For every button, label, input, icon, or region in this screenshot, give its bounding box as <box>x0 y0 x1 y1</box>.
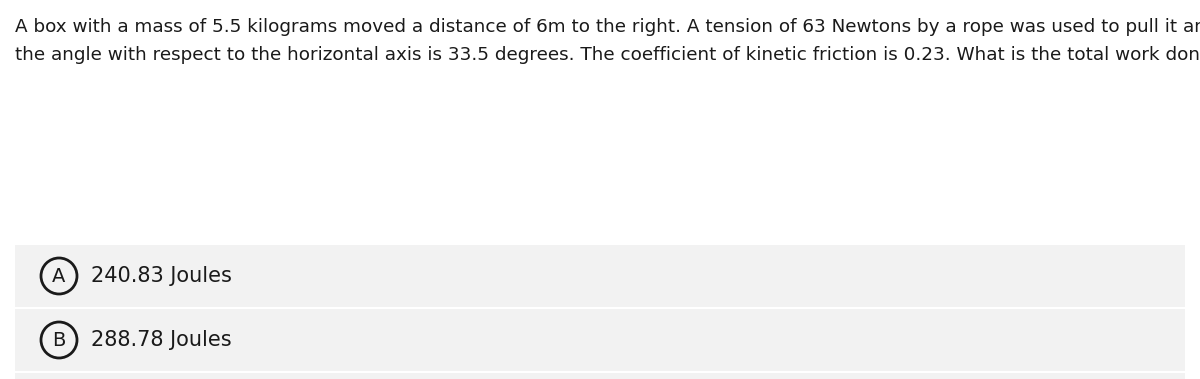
Text: 288.78 Joules: 288.78 Joules <box>91 330 232 350</box>
Text: B: B <box>53 330 66 349</box>
FancyBboxPatch shape <box>14 373 1186 379</box>
FancyBboxPatch shape <box>14 309 1186 371</box>
Text: A: A <box>53 266 66 285</box>
Text: A box with a mass of 5.5 kilograms moved a distance of 6m to the right. A tensio: A box with a mass of 5.5 kilograms moved… <box>14 18 1200 36</box>
Text: the angle with respect to the horizontal axis is 33.5 degrees. The coefficient o: the angle with respect to the horizontal… <box>14 46 1200 64</box>
Text: 240.83 Joules: 240.83 Joules <box>91 266 232 286</box>
FancyBboxPatch shape <box>14 245 1186 307</box>
